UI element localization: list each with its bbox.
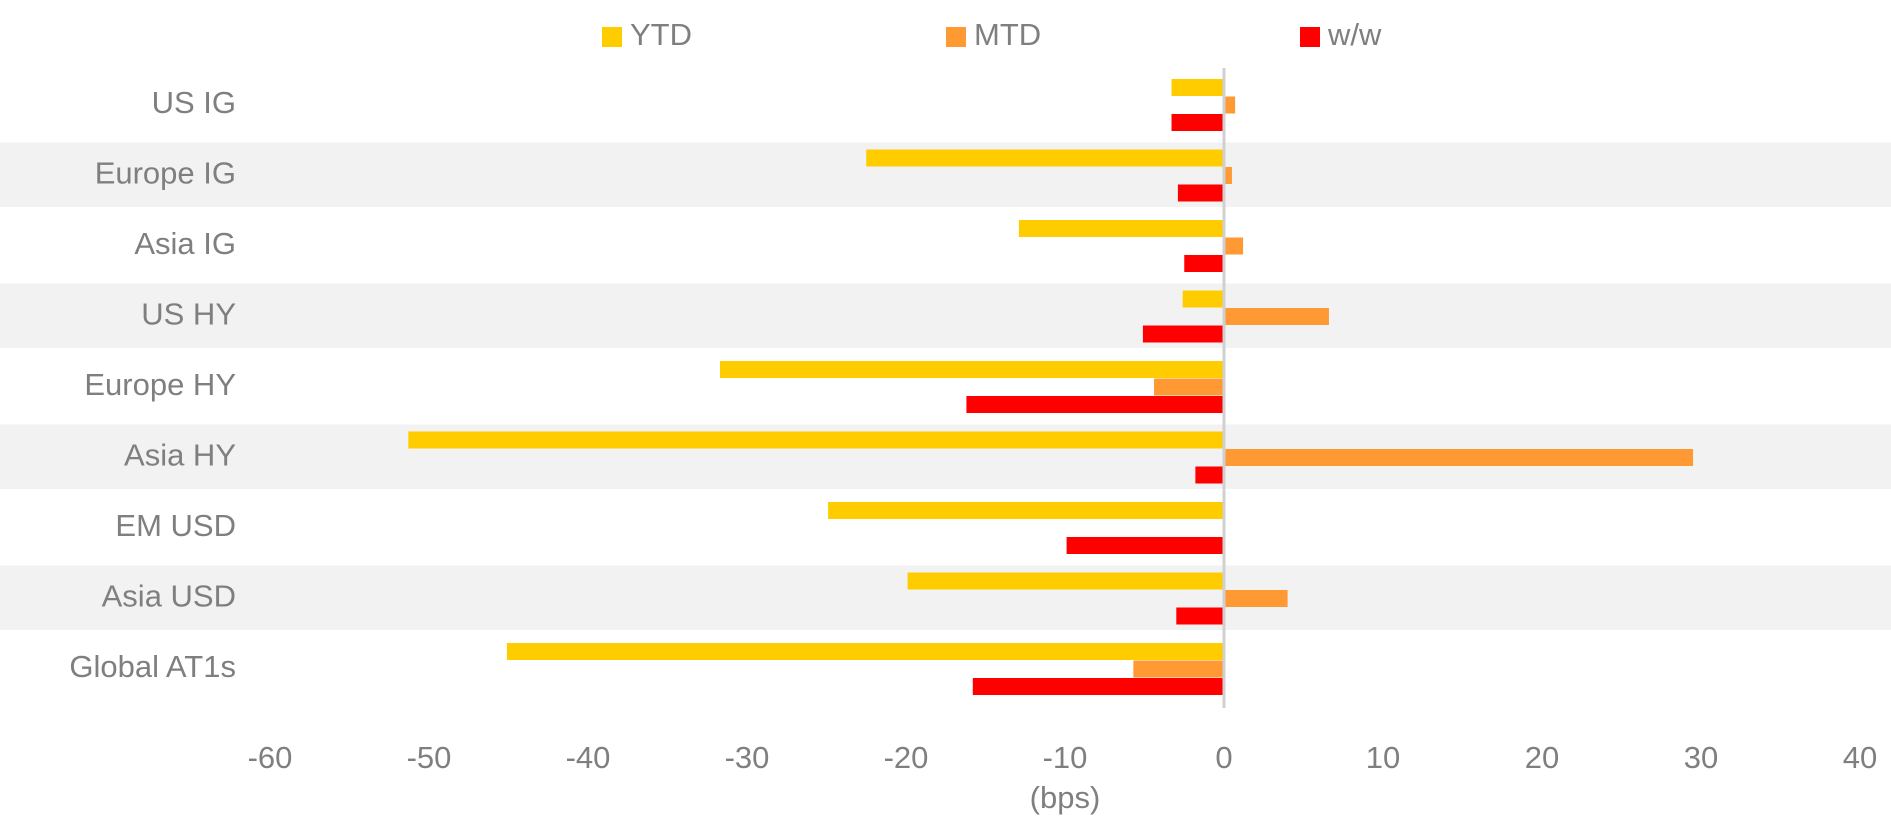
- bar-ytd: [1171, 79, 1224, 96]
- legend-swatch: [946, 27, 966, 47]
- bar-w-w: [1177, 184, 1224, 202]
- bar-w-w: [1142, 325, 1224, 343]
- bar-w-w: [972, 678, 1224, 695]
- x-tick-label: 20: [1525, 740, 1559, 775]
- legend: YTD MTD w/w: [602, 17, 1382, 52]
- x-tick-label: -50: [407, 740, 452, 775]
- legend-swatch: [1300, 27, 1320, 47]
- category-label: Asia USD: [102, 579, 236, 614]
- x-axis-title: (bps): [1030, 780, 1101, 815]
- x-tick-label: -20: [884, 740, 929, 775]
- category-label: Europe IG: [95, 156, 236, 191]
- x-tick-label: -10: [1043, 740, 1088, 775]
- x-tick-label: -40: [566, 740, 611, 775]
- category-label: EM USD: [115, 508, 236, 543]
- category-label: Global AT1s: [69, 649, 236, 684]
- x-tick-label: 40: [1843, 740, 1877, 775]
- bar-mtd: [1224, 449, 1694, 466]
- x-tick-label: 0: [1215, 740, 1232, 775]
- bar-ytd: [1182, 290, 1224, 308]
- bars: [408, 79, 1694, 695]
- bar-mtd: [1224, 167, 1232, 184]
- bar-w-w: [1195, 466, 1224, 484]
- bar-mtd: [1133, 660, 1224, 678]
- legend-label: YTD: [630, 17, 692, 52]
- bar-mtd: [1224, 237, 1244, 255]
- row-bands: [0, 142, 1891, 630]
- category-label: Asia IG: [134, 226, 236, 261]
- legend-label: w/w: [1327, 17, 1382, 52]
- bar-mtd: [1224, 590, 1288, 607]
- category-label: Europe HY: [84, 367, 236, 402]
- bar-ytd: [1018, 220, 1224, 237]
- x-tick-label: 30: [1684, 740, 1718, 775]
- legend-swatch: [602, 27, 622, 47]
- bar-ytd: [408, 431, 1225, 449]
- bar-ytd: [719, 361, 1224, 378]
- category-labels: US IG Europe IG Asia IG US HY Europe HY Asia …: [69, 85, 236, 684]
- bar-ytd: [506, 643, 1224, 660]
- category-label: US IG: [152, 85, 236, 120]
- bar-w-w: [1184, 255, 1224, 272]
- x-axis-ticks: -60 -50 -40 -30 -20 -10 0 10 20 30 40: [248, 740, 1878, 775]
- bar-w-w: [966, 396, 1224, 413]
- legend-label: MTD: [974, 17, 1041, 52]
- row-band: [0, 283, 1891, 348]
- bar-w-w: [1171, 114, 1224, 131]
- bar-mtd: [1224, 308, 1329, 325]
- bar-w-w: [1066, 537, 1224, 554]
- bar-ytd: [828, 502, 1224, 519]
- x-tick-label: -30: [725, 740, 770, 775]
- category-label: US HY: [141, 297, 236, 332]
- bar-ytd: [866, 149, 1224, 167]
- bar-w-w: [1176, 607, 1224, 625]
- category-label: Asia HY: [124, 438, 236, 473]
- bar-mtd: [1154, 378, 1224, 396]
- bar-mtd: [1224, 96, 1236, 114]
- x-tick-label: 10: [1366, 740, 1400, 775]
- x-tick-label: -60: [248, 740, 293, 775]
- bar-ytd: [907, 572, 1224, 590]
